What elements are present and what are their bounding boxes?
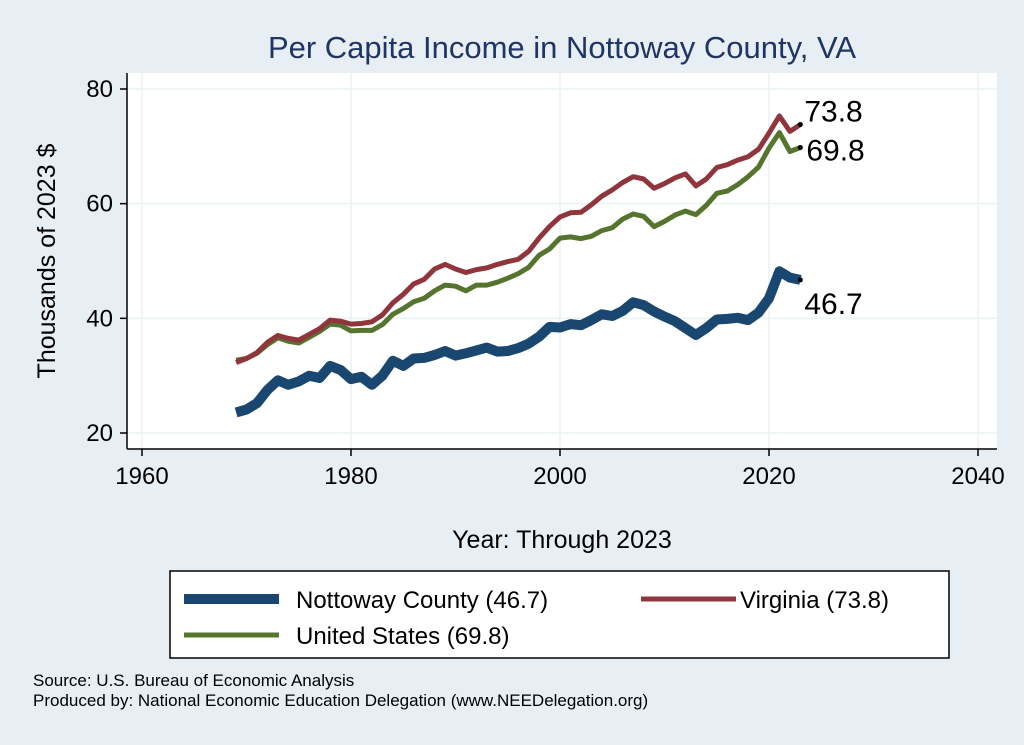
series-lines (234, 113, 802, 418)
y-tick-label: 40 (86, 305, 113, 332)
y-ticks: 20 40 60 80 (86, 76, 127, 447)
source-note: Source: U.S. Bureau of Economic Analysis (33, 671, 355, 690)
x-axis-title: Year: Through 2023 (452, 526, 672, 554)
x-tick-label: 2000 (533, 463, 586, 490)
y-axis-title: Thousands of 2023 $ (33, 143, 61, 378)
x-tick-label: 2040 (951, 463, 1004, 490)
x-tick-label: 2020 (742, 463, 795, 490)
x-tick-label: 1980 (324, 463, 377, 490)
gridlines (127, 73, 997, 449)
series-line-1 (235, 113, 802, 365)
series-end-marker (797, 144, 803, 150)
series-end-marker (797, 122, 803, 128)
series-end-label: 69.8 (806, 134, 864, 167)
x-ticks: 1960 1980 2000 2020 2040 (115, 449, 1005, 490)
legend: Nottoway County (46.7) Virginia (73.8) Uni… (184, 587, 889, 650)
y-tick-label: 80 (86, 76, 113, 103)
chart-title: Per Capita Income in Nottoway County, VA (268, 30, 856, 65)
y-tick-label: 20 (86, 420, 113, 447)
legend-label: Virginia (73.8) (740, 587, 889, 614)
legend-box (169, 570, 950, 659)
legend-label: Nottoway County (46.7) (296, 587, 548, 614)
series-end-marker (797, 277, 803, 283)
produced-by-note: Produced by: National Economic Education… (33, 691, 649, 710)
end-labels: 46.7 73.8 69.8 (797, 96, 865, 321)
series-end-label: 73.8 (804, 96, 862, 129)
legend-label: United States (69.8) (296, 623, 509, 650)
series-line-2 (235, 130, 802, 363)
x-tick-label: 1960 (115, 463, 168, 490)
y-tick-label: 60 (86, 191, 113, 218)
plot-area (127, 73, 997, 449)
series-end-label: 46.7 (804, 288, 862, 321)
series-line-0 (234, 266, 802, 418)
